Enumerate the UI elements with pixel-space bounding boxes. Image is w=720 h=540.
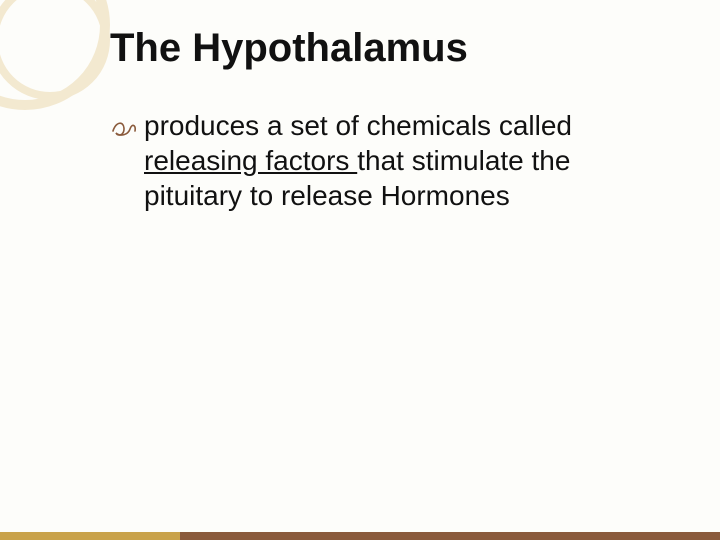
- slide-body: produces a set of chemicals called relea…: [110, 108, 660, 213]
- bottom-accent-bar: [0, 532, 720, 540]
- slide-title: The Hypothalamus: [110, 26, 680, 70]
- deco-ring-inner: [0, 0, 110, 100]
- flourish-bullet-icon: [110, 114, 138, 138]
- bullet-text-underlined: releasing factors: [144, 145, 357, 176]
- deco-ring-outer: [0, 0, 110, 110]
- bullet-item: produces a set of chemicals called relea…: [110, 108, 660, 213]
- slide: The Hypothalamus produces a set of chemi…: [0, 0, 720, 540]
- bullet-text-before: produces a set of chemicals called: [144, 110, 572, 141]
